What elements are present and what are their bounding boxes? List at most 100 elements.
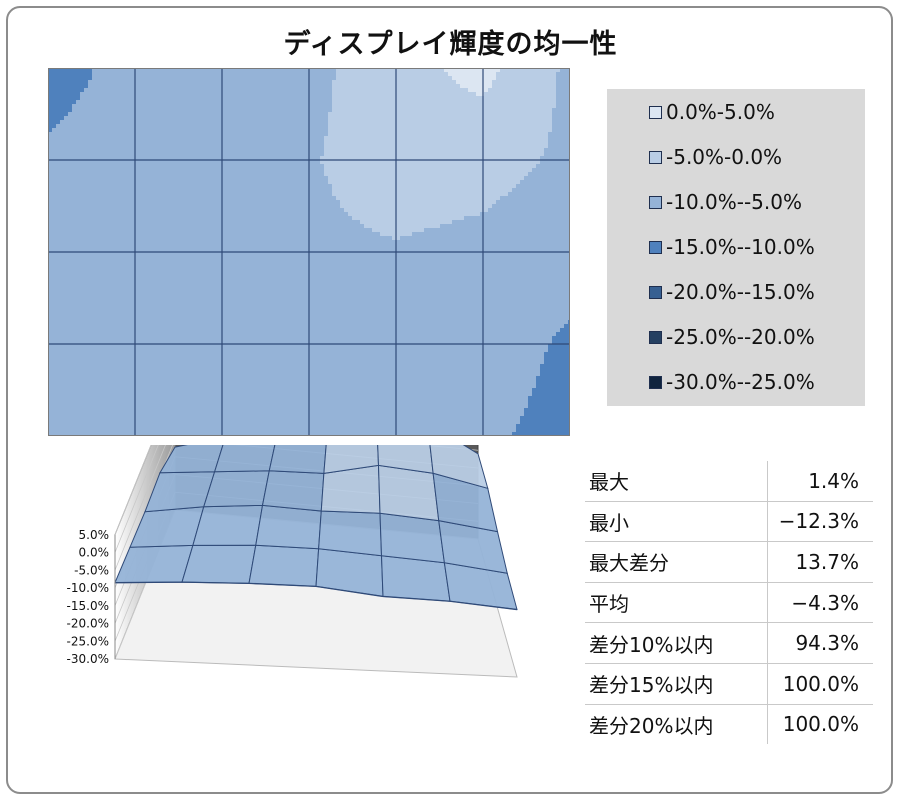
contour-cell: [108, 100, 113, 105]
contour-cell: [448, 136, 453, 141]
contour-cell: [212, 100, 217, 105]
contour-cell: [320, 76, 325, 81]
contour-cell: [172, 104, 177, 109]
contour-cell: [116, 204, 121, 209]
contour-cell: [528, 136, 533, 141]
contour-cell: [392, 104, 397, 109]
contour-cell: [356, 216, 361, 221]
contour-cell: [200, 84, 205, 89]
contour-cell: [92, 136, 97, 141]
contour-cell: [548, 160, 553, 165]
contour-cell: [564, 172, 569, 177]
contour-cell: [120, 116, 125, 121]
contour-cell: [52, 216, 57, 221]
contour-cell: [248, 156, 253, 161]
contour-cell: [504, 120, 509, 125]
contour-cell: [360, 204, 365, 209]
contour-cell: [224, 216, 229, 221]
contour-cell: [148, 84, 153, 89]
contour-cell: [296, 200, 301, 205]
contour-cell: [436, 116, 441, 121]
contour-cell: [92, 212, 97, 217]
contour-cell: [288, 156, 293, 161]
contour-cell: [172, 168, 177, 173]
contour-cell: [176, 216, 181, 221]
contour-cell: [308, 132, 313, 137]
contour-cell: [228, 188, 233, 193]
contour-cell: [416, 96, 421, 101]
contour-cell: [292, 112, 297, 117]
contour-cell: [92, 176, 97, 181]
contour-cell: [488, 172, 493, 177]
contour-cell: [520, 176, 525, 181]
contour-cell: [348, 108, 353, 113]
contour-cell: [520, 120, 525, 125]
contour-cell: [392, 80, 397, 85]
contour-cell: [520, 88, 525, 93]
contour-cell: [256, 204, 261, 209]
contour-cell: [216, 196, 221, 201]
contour-cell: [492, 212, 497, 217]
contour-cell: [316, 188, 321, 193]
contour-cell: [48, 200, 53, 205]
contour-cell: [520, 144, 525, 149]
contour-cell: [304, 136, 309, 141]
contour-cell: [288, 192, 293, 197]
contour-cell: [176, 176, 181, 181]
contour-cell: [224, 92, 229, 97]
contour-cell: [560, 100, 565, 105]
contour-cell: [108, 128, 113, 133]
contour-cell: [516, 184, 521, 189]
contour-cell: [420, 112, 425, 117]
contour-cell: [232, 140, 237, 145]
contour-cell: [456, 176, 461, 181]
contour-cell: [544, 108, 549, 113]
contour-cell: [72, 220, 77, 225]
contour-cell: [404, 76, 409, 81]
contour-cell: [140, 196, 145, 201]
contour-cell: [268, 92, 273, 97]
contour-cell: [456, 108, 461, 113]
contour-cell: [440, 172, 445, 177]
contour-cell: [232, 92, 237, 97]
contour-cell: [168, 204, 173, 209]
contour-cell: [376, 200, 381, 205]
contour-cell: [204, 208, 209, 213]
contour-cell: [164, 132, 169, 137]
contour-cell: [364, 180, 369, 185]
contour-cell: [540, 196, 545, 201]
contour-cell: [272, 196, 277, 201]
contour-cell: [564, 84, 569, 89]
contour-cell: [392, 176, 397, 181]
contour-cell: [412, 88, 417, 93]
contour-cell: [404, 176, 409, 181]
contour-cell: [96, 172, 101, 177]
contour-cell: [480, 196, 485, 201]
contour-cell: [424, 140, 429, 145]
contour-cell: [500, 128, 505, 133]
contour-cell: [276, 156, 281, 161]
contour-cell: [320, 180, 325, 185]
contour-cell: [140, 148, 145, 153]
contour-cell: [320, 196, 325, 201]
contour-cell: [80, 108, 85, 113]
contour-cell: [132, 204, 137, 209]
contour-cell: [480, 92, 485, 97]
contour-cell: [508, 144, 513, 149]
contour-cell: [556, 180, 561, 185]
contour-cell: [296, 172, 301, 177]
contour-cell: [316, 112, 321, 117]
contour-cell: [368, 168, 373, 173]
contour-cell: [368, 72, 373, 77]
contour-cell: [440, 156, 445, 161]
contour-cell: [180, 84, 185, 89]
contour-cell: [204, 148, 209, 153]
contour-cell: [128, 196, 133, 201]
contour-cell: [68, 108, 73, 113]
contour-cell: [88, 204, 93, 209]
contour-cell: [368, 188, 373, 193]
contour-cell: [372, 116, 377, 121]
contour-cell: [528, 124, 533, 129]
contour-cell: [184, 112, 189, 117]
contour-cell: [88, 168, 93, 173]
